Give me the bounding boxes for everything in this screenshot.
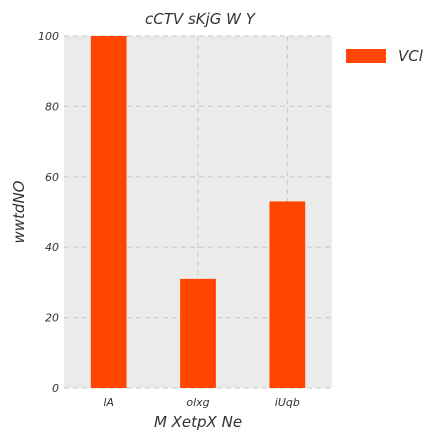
y-tick-label: 20 [45,312,59,325]
x-axis-label: M XetpX Ne [154,413,242,431]
y-tick-label: 40 [45,241,59,254]
legend: VCl [346,47,424,65]
chart-title: cCTV sKjG W Y [145,10,257,28]
bar-olxg [180,278,216,388]
y-tick-label: 100 [38,30,59,43]
bar-la [90,36,127,388]
bars [90,36,306,388]
x-tick-labels: lA olxg iUqb [103,396,300,409]
x-tick-label: olxg [186,396,209,409]
legend-label: VCl [398,47,424,65]
y-tick-labels: 0 20 40 60 80 100 [38,30,59,395]
y-tick-label: 60 [45,171,59,184]
legend-swatch [346,49,386,63]
bar-iuqb [269,201,306,388]
y-axis-label: wwtdNO [10,180,28,243]
y-tick-label: 0 [52,382,59,395]
x-tick-label: iUqb [275,396,300,409]
y-tick-label: 80 [45,100,59,113]
x-tick-label: lA [103,396,114,409]
